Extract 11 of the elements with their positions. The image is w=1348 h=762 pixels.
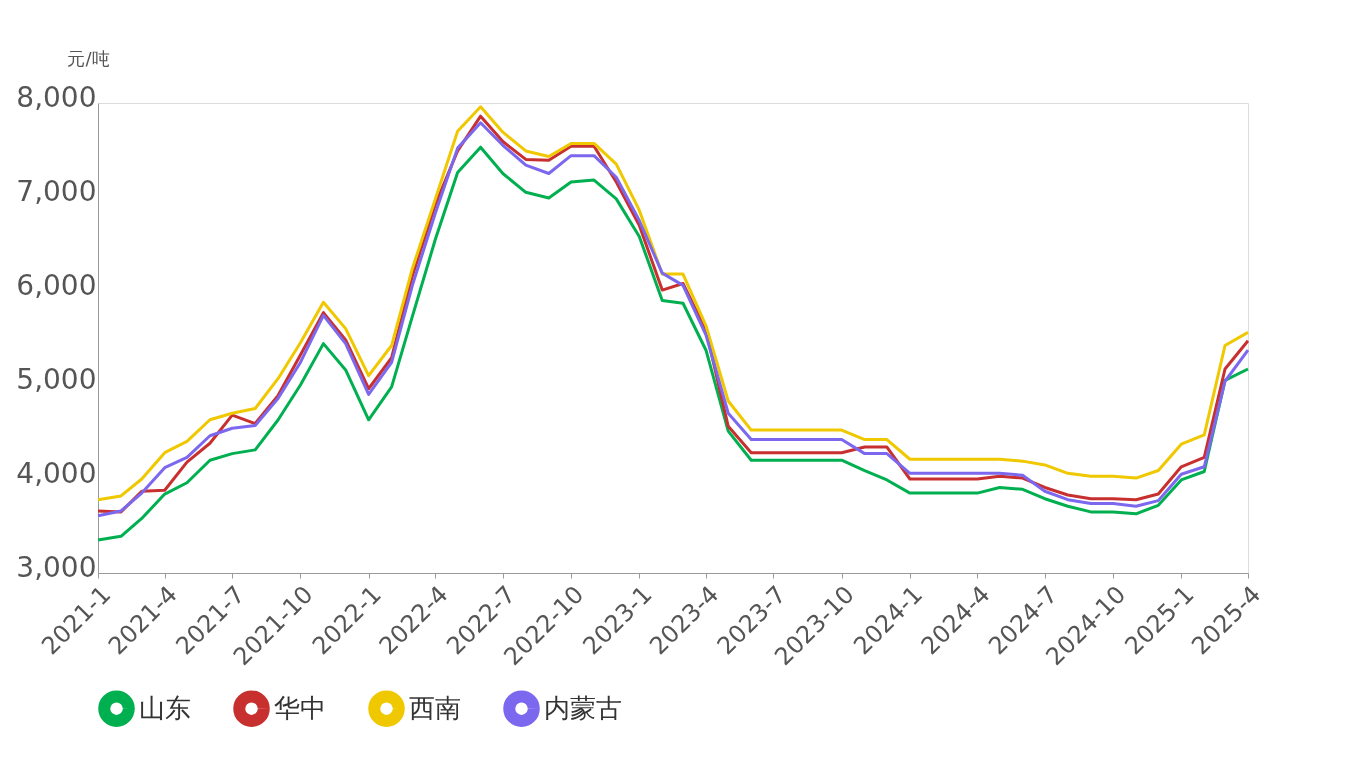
y-tick-label: 7,000 <box>16 174 97 208</box>
legend-label: 西南 <box>409 692 461 723</box>
y-tick-label: 4,000 <box>16 456 97 490</box>
y-axis-title: 元/吨 <box>67 47 110 69</box>
y-tick-label: 8,000 <box>16 80 97 114</box>
y-tick-label: 5,000 <box>16 362 97 396</box>
legend-label: 华中 <box>274 692 326 723</box>
legend-label: 内蒙古 <box>544 692 622 723</box>
legend-label: 山东 <box>139 692 191 723</box>
y-tick-label: 6,000 <box>16 268 97 302</box>
y-tick-label: 3,000 <box>16 550 97 584</box>
